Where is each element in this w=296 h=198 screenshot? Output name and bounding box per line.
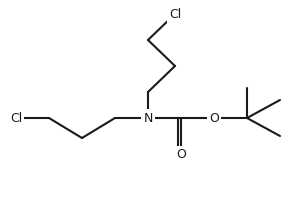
Text: O: O xyxy=(176,148,186,162)
Text: O: O xyxy=(209,111,219,125)
Text: Cl: Cl xyxy=(10,111,22,125)
Text: N: N xyxy=(143,111,153,125)
Text: Cl: Cl xyxy=(169,8,181,21)
